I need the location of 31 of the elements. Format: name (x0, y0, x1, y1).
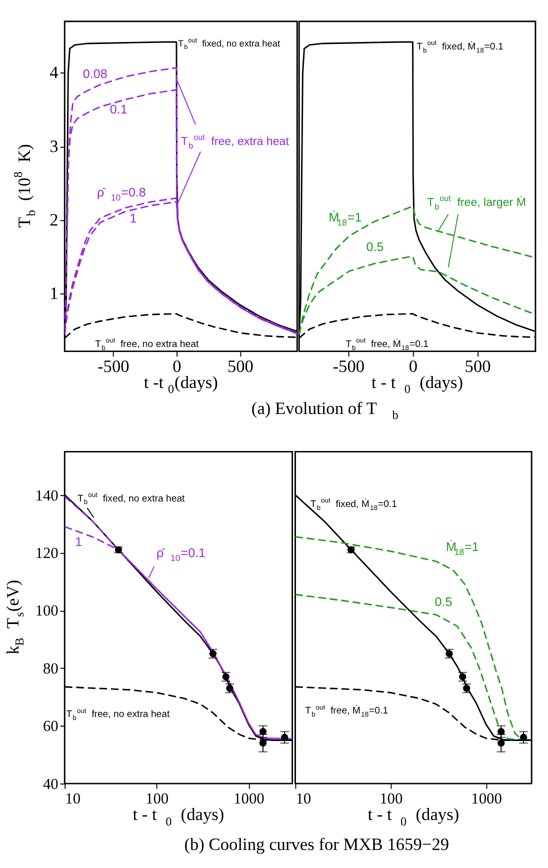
x-tick-label: 100 (380, 790, 403, 808)
y-tick-label: 100 (35, 602, 59, 620)
y-tick-label: 2 (50, 210, 58, 230)
y-tick-label: 4 (50, 63, 59, 82)
text: (b) Cooling curves for MXB 1659−29 (184, 835, 450, 854)
x-tick-label: -500 (97, 357, 130, 376)
x-tick-label: 500 (464, 357, 492, 376)
series-label: 1 (75, 535, 82, 550)
x-tick-label: 500 (227, 357, 254, 376)
series-label: 1 (130, 211, 137, 226)
x-tick-label: -500 (332, 357, 365, 376)
x-tick-label: 0 (172, 357, 182, 376)
series-label: 0.5 (366, 240, 384, 254)
x-tick-label: 10 (65, 790, 81, 808)
y-tick-label: 60 (42, 718, 59, 736)
y-axis-title: Tb (108 K) (11, 144, 38, 228)
series-label: 0.1 (110, 102, 128, 116)
y-axis-title: kB Ts(eV) (3, 580, 27, 654)
series-label: 0.5 (434, 595, 452, 610)
x-tick-label: 10 (296, 790, 312, 808)
y-tick-label: 40 (42, 776, 59, 793)
x-tick-label: 0 (408, 357, 418, 376)
y-tick-label: 140 (35, 487, 59, 504)
y-tick-label: 80 (42, 660, 59, 678)
y-tick-label: 3 (50, 136, 58, 156)
x-tick-label: 100 (145, 790, 169, 808)
x-tick-label: 1000 (471, 790, 502, 808)
series-label: 0.08 (82, 67, 108, 82)
y-tick-label: 1 (50, 284, 58, 304)
x-tick-label: 1000 (234, 790, 265, 808)
y-tick-label: 120 (35, 544, 59, 562)
